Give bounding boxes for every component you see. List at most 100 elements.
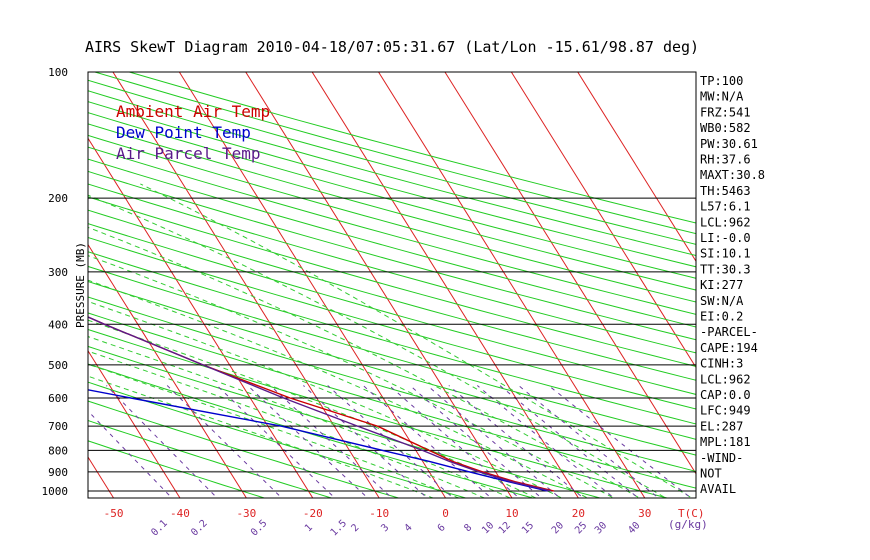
x-unit-label: T(C) [678,507,705,520]
mixing-ratio-line [88,410,173,498]
pressure-tick-label: 700 [48,420,68,433]
isotherm-line [510,72,696,369]
mixing-ratio-tick-label: 8 [462,522,474,534]
dry-adiabat [88,280,696,456]
mixing-ratio-tick-label: 20 [550,520,566,536]
moist-adiabat [88,336,512,498]
dry-adiabat [88,223,696,395]
series-line-dew-point-temp [88,389,548,492]
pressure-tick-label: 1000 [42,485,69,498]
mixing-ratio-tick-label: 4 [403,522,415,534]
bottom-temp-tick-label: 0 [442,507,449,520]
moist-adiabat [88,279,589,498]
isotherm-line [88,243,247,498]
bottom-temp-tick-label: 20 [572,507,585,520]
moist-adiabat [88,375,435,498]
stats-line: WB0:582 [700,121,751,135]
isotherm-line [88,349,181,498]
mixing-ratio-tick-label: 25 [573,520,589,536]
dry-adiabat [88,183,696,354]
legend-entry: Dew Point Temp [116,123,251,142]
isotherm-line [0,63,49,502]
stats-line: CAP:0.0 [700,388,751,402]
bottom-temp-tick-label: -20 [303,507,323,520]
mixing-ratio-tick-label: 0.5 [249,518,270,539]
pressure-tick-label: 300 [48,266,68,279]
dry-adiabat [88,265,696,440]
dry-adiabat [88,296,696,472]
dry-adiabat [88,123,696,291]
pressure-tick-label: 900 [48,466,68,479]
stats-line: KI:277 [700,278,743,292]
mixing-ratio-line [409,385,543,498]
stats-line: LFC:949 [700,404,751,418]
legend: Ambient Air Temp Dew Point Temp Air Parcel… [116,102,270,163]
legend-entry: Air Parcel Temp [116,144,261,163]
dry-adiabat [88,170,696,341]
stats-line: RH:37.6 [700,153,751,167]
mixing-ratio-tick-label: 1 [303,522,315,534]
mixing-ratio-line [518,385,660,498]
stats-line: MW:N/A [700,90,744,104]
mixing-ratio-line [247,385,369,498]
dry-adiabat [88,251,696,425]
mixing-ratio-tick-label: 40 [626,520,642,536]
pressure-tick-label: 400 [48,318,68,331]
stats-line: EL:287 [700,419,743,433]
pressure-tick-label: 800 [48,444,68,457]
moist-adiabat [88,363,461,498]
grid-layer [0,63,696,502]
moist-adiabat [88,300,563,498]
bottom-temp-tick-label: -40 [170,507,190,520]
stats-line: -PARCEL- [700,325,758,339]
mixing-ratio-line [499,385,640,498]
isotherm-line [577,72,696,263]
mixing-ratio-tick-label: 2 [349,522,361,534]
mixing-ratio-tick-label: 0.1 [149,518,170,539]
isotherm-line [311,72,579,498]
stats-line: TH:5463 [700,184,751,198]
series-layer [88,316,555,492]
legend-entry: Ambient Air Temp [116,102,270,121]
isotherm-line [444,72,696,475]
pressure-tick-label: 500 [48,359,68,372]
mixing-ratio-tick-label: 6 [436,522,448,534]
plot-frame [87,71,697,499]
stats-line: TT:30.3 [700,262,751,276]
moist-adiabat [88,255,615,498]
stats-line: NOT [700,467,722,481]
isotherm-line [88,137,314,498]
moist-adiabat [140,183,693,498]
dry-adiabat [88,236,696,410]
moist-adiabat [88,226,641,498]
stats-line: TP:100 [700,74,743,88]
mixing-ratio-line [548,385,692,498]
dry-adiabat [88,134,696,303]
mixing-unit-label: (g/kg) [668,518,708,531]
moist-adiabat [88,194,667,498]
stats-line: LCL:962 [700,372,751,386]
isotherm-line [178,72,447,498]
stats-line: MPL:181 [700,435,751,449]
mixing-ratio-tick-label: 15 [520,520,536,536]
bottom-temp-tick-label: 10 [505,507,518,520]
stats-line: CAPE:194 [700,341,758,355]
pressure-tick-label: 200 [48,192,68,205]
dry-adiabat [88,90,696,257]
dry-adiabat [88,146,696,315]
mixing-ratio-line [362,385,493,498]
mixing-ratio-tick-label: 0.2 [189,518,210,539]
y-axis-label: PRESSURE (MB) [74,242,87,328]
mixing-ratio-tick-label: 10 [480,520,496,536]
bottom-temp-tick-label: -50 [104,507,124,520]
isotherm-line [112,72,380,498]
mixing-ratio-line [388,385,521,498]
stats-line: FRZ:541 [700,105,751,119]
chart-title: AIRS SkewT Diagram 2010-04-18/07:05:31.6… [85,38,699,56]
bottom-temp-tick-label: -30 [236,507,256,520]
mixing-ratio-line [166,385,283,498]
mixing-ratio-line [270,385,393,498]
moist-adiabat [88,350,486,498]
stats-line: MAXT:30.8 [700,168,765,182]
